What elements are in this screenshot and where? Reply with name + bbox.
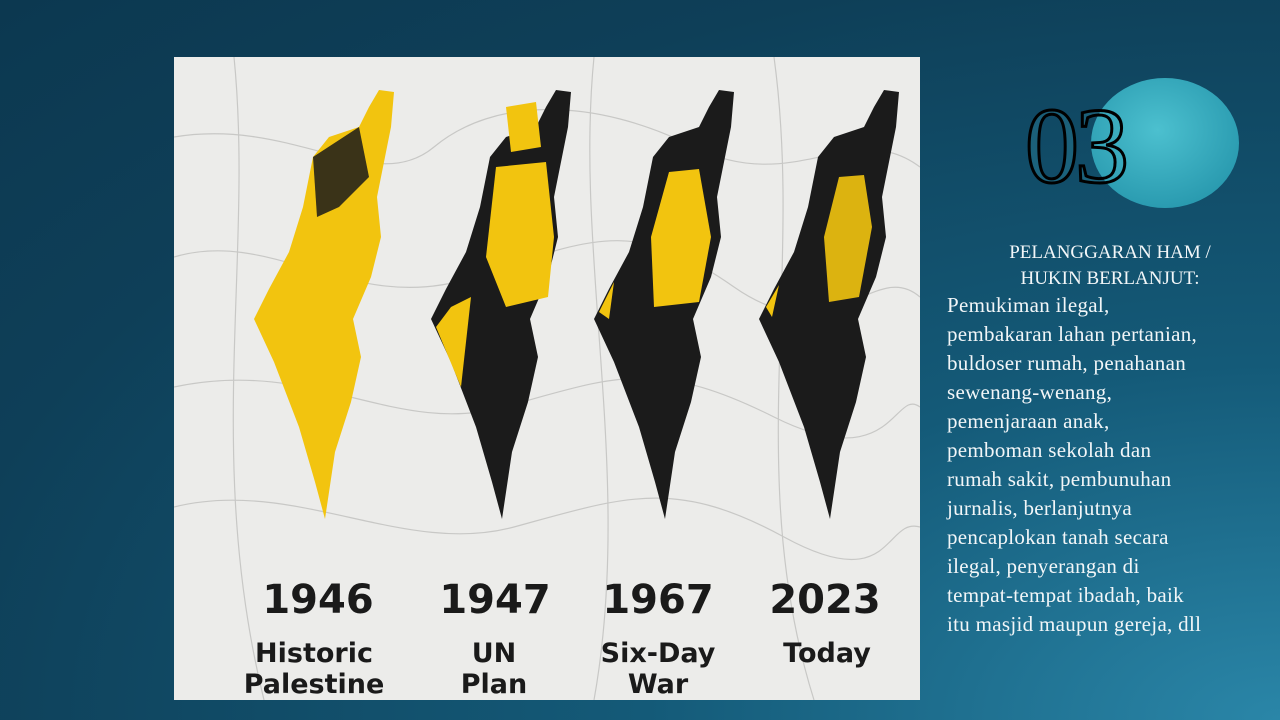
heading: HUKIN BERLANJUT: xyxy=(1020,268,1200,289)
panel-label: Today xyxy=(783,638,871,669)
body-line: sewenang-wenang, xyxy=(947,380,1113,404)
body-line: buldoser rumah, penahanan xyxy=(947,351,1187,375)
year: 1946 xyxy=(262,577,373,623)
panel-label: Historic xyxy=(255,638,373,669)
panel-label: War xyxy=(628,669,689,700)
body-line: tempat-tempat ibadah, baik xyxy=(947,583,1184,607)
body-line: jurnalis, berlanjutnya xyxy=(947,496,1133,520)
body-line: Pemukiman ilegal, xyxy=(947,293,1110,317)
number-badge: 03 xyxy=(1024,78,1239,208)
map-image: 1946 1947 1967 2023 Historic Palestine U… xyxy=(174,57,920,700)
body-line: rumah sakit, pembunuhan xyxy=(947,467,1172,491)
slide-number: 03 xyxy=(1025,87,1125,206)
body-line: ilegal, penyerangan di xyxy=(947,554,1140,578)
heading: PELANGGARAN HAM / xyxy=(1009,242,1211,263)
panel-label: UN xyxy=(472,638,517,669)
year: 1947 xyxy=(439,577,550,623)
panel-label: Six-Day xyxy=(601,638,716,669)
body-line: pencaplokan tanah secara xyxy=(947,525,1169,549)
panel-label: Palestine xyxy=(244,669,385,700)
body-line: pembakaran lahan pertanian, xyxy=(947,322,1198,346)
body-line: pemboman sekolah dan xyxy=(947,438,1152,462)
body-line: itu masjid maupun gereja, dll xyxy=(947,612,1202,636)
panel-label: Plan xyxy=(461,669,528,700)
body-line: pemenjaraan anak, xyxy=(947,409,1110,433)
year: 1967 xyxy=(602,577,713,623)
year: 2023 xyxy=(769,577,880,623)
